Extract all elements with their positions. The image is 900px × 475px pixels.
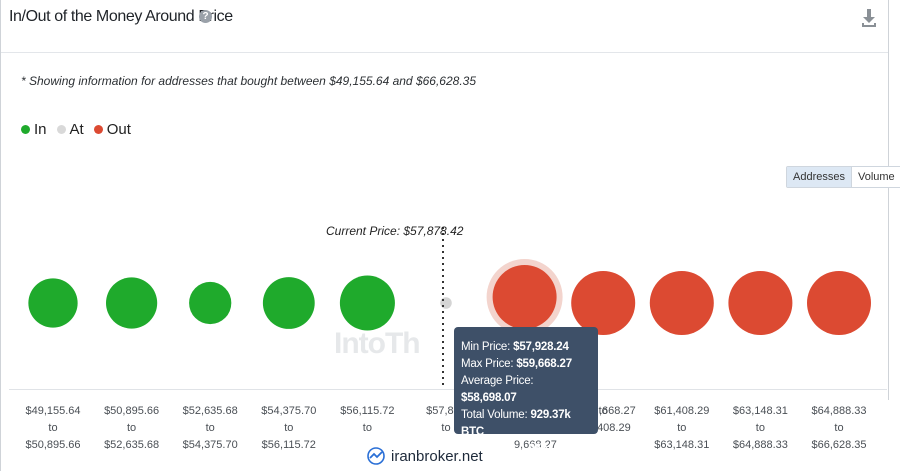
plot-baseline (9, 389, 887, 390)
bubble-at-5[interactable] (440, 297, 452, 309)
tooltip-max-value: $59,668.27 (516, 358, 572, 370)
bubble-range-label-1-0: $50,895.66 (104, 405, 159, 417)
legend-label-out: Out (106, 121, 131, 138)
bubble-range-label-2-1: to (206, 422, 215, 434)
legend-dot-at (56, 125, 66, 134)
legend-label-in: In (34, 121, 47, 138)
bubble-range-label-4-0: $56,115.72 (340, 405, 394, 417)
bubble-range-label-8-2: $63,148.31 (654, 439, 709, 451)
bubble-range-label-1-1: to (127, 422, 136, 434)
tooltip-max-label: Max Price: (461, 358, 514, 370)
bubble-range-label-10-2: $66,628.35 (811, 439, 866, 451)
bubble-out-9[interactable] (728, 271, 793, 335)
chart-title: In/Out of the Money Around Price (9, 8, 233, 25)
bubble-range-label-2-0: $52,635.68 (183, 405, 238, 417)
bubble-out-7[interactable] (571, 271, 636, 335)
bubble-in-2[interactable] (189, 281, 232, 325)
bubble-range-label-0-1: to (48, 422, 57, 434)
tooltip-row-addresses: Addresses: 1.96m Addresses (461, 441, 590, 475)
bubble-range-label-partial-hovered: 9,668.27 (514, 439, 557, 451)
legend-label-at: At (69, 121, 84, 138)
tooltip-volume-label: Total Volume: (461, 409, 528, 421)
range-note: * Showing information for addresses that… (21, 74, 476, 88)
bubble-tooltip: Min Price: $57,928.24 Max Price: $59,668… (454, 327, 598, 472)
bubble-out-6[interactable] (492, 265, 557, 329)
tooltip-row-min: Min Price: $57,928.24 (461, 339, 590, 356)
download-icon[interactable] (861, 8, 877, 28)
brand-name: iranbroker.net (391, 447, 483, 465)
tooltip-volume-value: 929.37k BTC (461, 409, 571, 438)
current-price-label: Current Price: $57,878.42 (326, 224, 464, 238)
bubble-range-label-10-0: $64,888.33 (811, 405, 866, 417)
bubble-range-label-3-1: to (284, 422, 293, 434)
brand-logo-icon (367, 447, 385, 465)
bubble-range-label-9-0: $63,148.31 (733, 405, 788, 417)
bubble-range-label-1-2: $52,635.68 (104, 439, 159, 451)
bubble-range-label-10-1: to (834, 422, 843, 434)
bubble-range-label-0-0: $49,155.64 (25, 405, 80, 417)
bubble-range-label-3-0: $54,375.70 (261, 405, 316, 417)
tooltip-addresses-value: 1.96m Addresses (461, 443, 552, 472)
bubble-range-label-8-1: to (677, 422, 686, 434)
bubble-range-label-4-1: to (363, 422, 372, 434)
addresses-toggle-button[interactable]: Addresses (787, 167, 852, 187)
bubble-in-0[interactable] (28, 278, 78, 328)
bubble-range-label-9-2: $64,888.33 (733, 439, 788, 451)
tooltip-min-value: $57,928.24 (513, 341, 569, 353)
brand: iranbroker.net (367, 447, 483, 465)
tooltip-addresses-label: Addresses: (461, 443, 517, 455)
tooltip-row-avg: Average Price: $58,698.07 (461, 373, 590, 407)
bubble-out-10[interactable] (807, 271, 871, 335)
watermark: IntoTh (334, 327, 421, 360)
bubble-in-4[interactable] (339, 275, 395, 331)
chart-header: In/Out of the Money Around Price ? (1, 0, 889, 53)
bubble-range-label-9-1: to (756, 422, 765, 434)
legend-item-out[interactable]: Out (93, 121, 131, 138)
bubble-range-label-0-2: $50,895.66 (25, 439, 80, 451)
bubble-range-label-2-2: $54,375.70 (183, 439, 238, 451)
tooltip-row-volume: Total Volume: 929.37k BTC (461, 407, 590, 441)
bubble-range-label-7-0: to (599, 405, 608, 417)
volume-toggle-button[interactable]: Volume (851, 167, 900, 187)
tooltip-avg-value: $58,698.07 (461, 392, 517, 404)
legend-item-at[interactable]: At (56, 121, 84, 138)
bubble-range-label-5-1: to (441, 422, 450, 434)
bubble-range-label-partial-out2: ,668.27 (599, 405, 636, 417)
tooltip-avg-label: Average Price: (461, 375, 534, 387)
metric-toggle: Addresses Volume (786, 166, 900, 188)
legend-item-in[interactable]: In (21, 121, 47, 138)
bubble-out-8[interactable] (649, 271, 714, 335)
bubble-range-label-8-0: $61,408.29 (654, 405, 709, 417)
bubble-in-1[interactable] (106, 277, 158, 329)
question-icon[interactable]: ? (199, 10, 212, 23)
bubble-in-3[interactable] (262, 277, 315, 329)
legend-dot-in (21, 125, 30, 134)
bubble-range-label-3-2: $56,115.72 (262, 439, 316, 451)
legend-dot-out (93, 125, 103, 134)
tooltip-min-label: Min Price: (461, 341, 511, 353)
frame-right-border (888, 0, 889, 400)
tooltip-row-max: Max Price: $59,668.27 (461, 356, 590, 373)
legend: In At Out (21, 121, 141, 138)
